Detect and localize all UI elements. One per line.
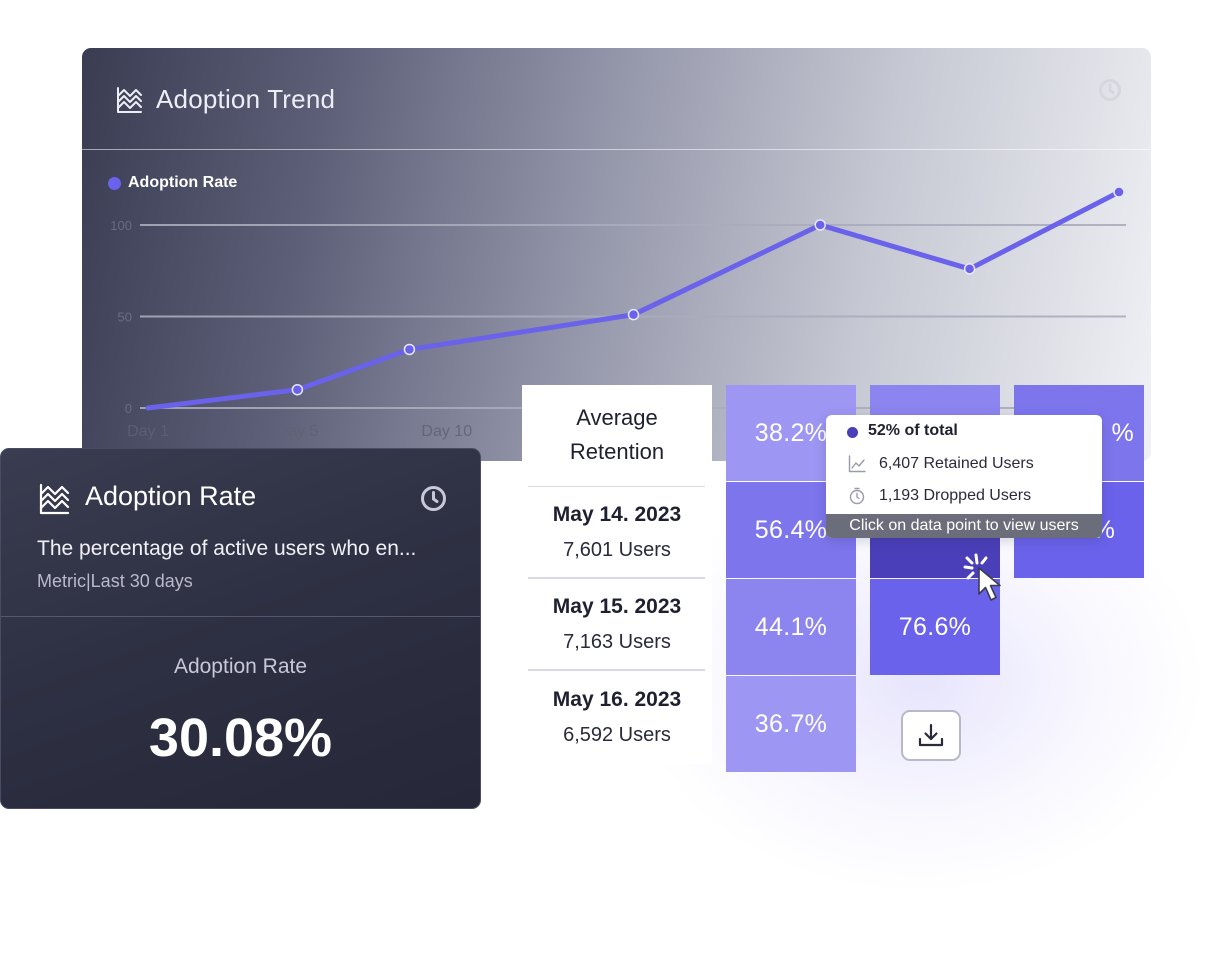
row-users: 6,592 Users [563,724,671,746]
data-point[interactable] [963,263,976,275]
row-users: 7,163 Users [563,631,671,653]
x-tick-label: Day 10 [421,423,472,440]
metric-value: 30.08% [148,708,333,768]
table-row[interactable]: May 14. 2023 7,601 Users [522,487,712,579]
x-tick-label: Day 1 [127,423,169,440]
tooltip-marker [847,427,858,438]
tooltip-title: 52% of total [868,422,958,439]
tooltip-hint: Click on data point to view users [826,514,1102,538]
trend-panel-title: Adoption Trend [156,84,336,114]
y-tick-label: 100 [110,218,132,233]
tooltip-retained: 6,407 Retained Users [879,455,1034,472]
row-date: May 15. 2023 [552,595,682,618]
trend-panel-header: Adoption Trend [82,48,1151,150]
table-row[interactable]: May 15. 2023 7,163 Users [522,579,712,671]
data-point[interactable] [291,383,304,396]
data-point[interactable] [403,343,416,356]
card-meta: Metric|Last 30 days [37,571,193,591]
legend-marker [108,177,121,190]
stacked-waves-icon [117,87,142,113]
x-tick-label: Day 5 [276,423,318,440]
trend-chart-icon [848,455,866,473]
retention-cell[interactable]: 36.7% [726,676,856,772]
adoption-rate-card[interactable]: Adoption Rate The percentage of active u… [0,448,481,809]
download-icon [918,723,944,746]
timer-icon [849,487,865,505]
table-divider [528,669,705,671]
legend-label[interactable]: Adoption Rate [128,174,238,191]
card-title: Adoption Rate [85,481,257,511]
retention-cell[interactable]: 44.1% [726,579,856,675]
retention-header: Average Retention [522,385,712,485]
retention-header-line2: Retention [569,439,665,464]
click-cursor-icon [963,553,1001,601]
retention-header-line1: Average [576,405,658,430]
metric-label: Adoption Rate [173,655,308,678]
data-point[interactable] [814,219,826,231]
download-button[interactable] [901,710,961,761]
table-row[interactable]: May 16. 2023 6,592 Users [522,672,712,764]
stacked-waves-icon [39,483,70,515]
retention-cell[interactable]: 76.6% [870,579,1000,675]
card-divider [1,616,480,617]
card-description: The percentage of active users who en... [37,537,417,560]
y-tick-label: 50 [118,310,132,325]
table-divider [528,577,705,579]
row-users: 7,601 Users [563,539,671,561]
clock-icon[interactable] [1098,78,1122,102]
row-date: May 14. 2023 [552,503,682,526]
y-tick-label: 0 [125,401,132,416]
data-point[interactable] [627,308,640,321]
clock-icon[interactable] [420,485,447,512]
tooltip-dropped: 1,193 Dropped Users [879,487,1032,504]
data-point[interactable] [1113,186,1125,198]
data-point-tooltip: 52% of total 6,407 Retained Users 1,193 … [826,415,1102,538]
row-date: May 16. 2023 [552,688,682,711]
adoption-line-chart: 0 50 100 Day 1 Day 5 Day 10 [110,186,1126,440]
